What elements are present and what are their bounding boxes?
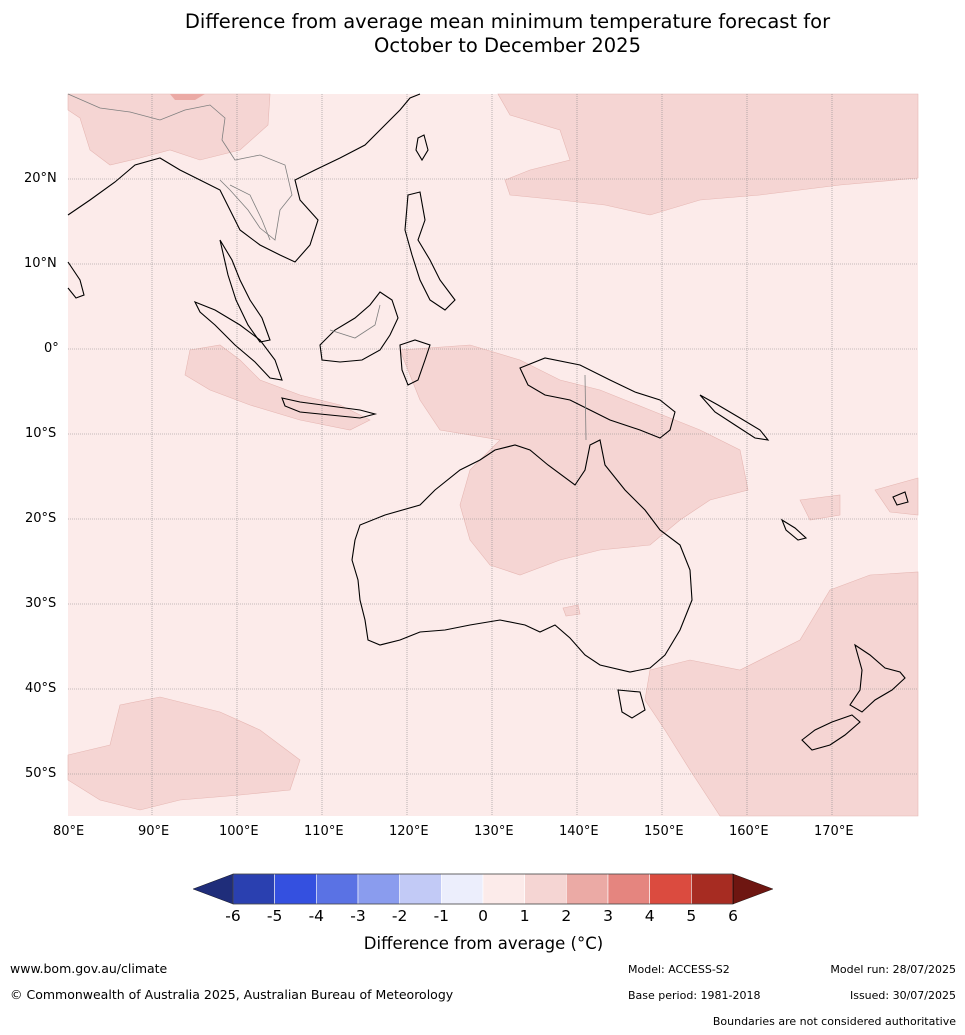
colorbar-tick-label: 4: [644, 907, 655, 925]
coast-australia: [351, 439, 693, 673]
coast-fiji: [892, 491, 909, 506]
coast-new-guinea: [519, 357, 676, 439]
colorbar-cell: [649, 873, 692, 905]
footer-website: www.bom.gov.au/climate: [10, 961, 168, 976]
lat-label-30s: 30°S: [25, 596, 57, 611]
anomaly-region-bight: [562, 604, 581, 617]
footer-model: Model: ACCESS-S2: [628, 963, 730, 976]
footer-model-run: Model run: 28/07/2025: [830, 963, 956, 976]
map-title: Difference from average mean minimum tem…: [0, 10, 965, 58]
coast-malay-peninsula: [219, 239, 271, 343]
colorbar-upper-extend: [732, 873, 774, 905]
lat-label-40s: 40°S: [25, 681, 57, 696]
coast-new-caledonia: [780, 518, 808, 541]
colorbar-tick-label: -5: [266, 907, 283, 925]
lat-label-20s: 20°S: [25, 511, 57, 526]
coast-india-tip: [67, 261, 85, 299]
coast-sulawesi: [399, 339, 431, 386]
colorbar: [192, 873, 774, 905]
coast-asia-mainland: [67, 93, 421, 263]
colorbar-tick-label: -2: [391, 907, 408, 925]
colorbar-cell: [232, 873, 275, 905]
anomaly-region-north-pacific: [497, 93, 919, 216]
colorbar-cell: [357, 873, 400, 905]
lon-label-110e: 110°E: [304, 824, 344, 839]
footer-copyright: © Commonwealth of Australia 2025, Austra…: [10, 987, 454, 1002]
colorbar-tick-label: 1: [519, 907, 530, 925]
lat-label-10s: 10°S: [25, 426, 57, 441]
anomaly-region-himalaya: [170, 94, 205, 100]
colorbar-tick-label: -3: [350, 907, 366, 925]
colorbar-lower-extend: [192, 873, 234, 905]
lat-label-0: 0°: [44, 341, 59, 356]
lon-label-120e: 120°E: [389, 824, 429, 839]
anomaly-region-southern-ocean: [67, 696, 301, 811]
coast-solomon-islands: [699, 394, 770, 441]
colorbar-cells: [232, 873, 734, 905]
anomaly-region-asia: [67, 93, 271, 166]
anomaly-region-pacific-east: [874, 477, 919, 516]
colorbar-title: Difference from average (°C): [363, 934, 604, 953]
colorbar-cell: [274, 873, 317, 905]
lat-label-10n: 10°N: [24, 256, 57, 271]
lon-label-160e: 160°E: [729, 824, 769, 839]
coast-new-zealand-south: [801, 714, 861, 751]
anomaly-regions: [67, 93, 919, 817]
map-title-line2: October to December 2025: [374, 34, 641, 57]
anomaly-region-western-pacific: [799, 494, 841, 521]
colorbar-outline: [232, 873, 734, 905]
colorbar-cell: [566, 873, 609, 905]
coast-borneo: [319, 291, 399, 363]
coast-taiwan: [415, 134, 429, 162]
lat-label-20n: 20°N: [24, 171, 57, 186]
colorbar-tick-label: 0: [478, 907, 488, 925]
anomaly-region-indian-ocean: [184, 344, 371, 431]
coast-java: [281, 397, 378, 419]
lon-label-90e: 90°E: [138, 824, 170, 839]
lon-label-100e: 100°E: [219, 824, 259, 839]
colorbar-tick-label: -6: [225, 907, 241, 925]
footer-issued: Issued: 30/07/2025: [849, 989, 956, 1002]
colorbar-tick-label: 6: [728, 907, 738, 925]
lon-label-80e: 80°E: [53, 824, 85, 839]
coast-philippines: [404, 191, 456, 311]
colorbar-cell: [441, 873, 484, 905]
lat-label-50s: 50°S: [25, 766, 57, 781]
coast-sumatra: [193, 300, 283, 381]
colorbar-tick-label: 5: [686, 907, 697, 925]
borders: [67, 93, 587, 441]
graticule: [68, 94, 918, 816]
footer-base-period: Base period: 1981-2018: [628, 989, 761, 1002]
lon-label-130e: 130°E: [474, 824, 514, 839]
lon-label-140e: 140°E: [559, 824, 599, 839]
colorbar-tick-label: -1: [433, 907, 450, 925]
colorbar-tick-label: 2: [561, 907, 572, 925]
colorbar-cell: [691, 873, 734, 905]
coast-new-zealand-north: [849, 643, 906, 713]
lon-label-150e: 150°E: [644, 824, 684, 839]
colorbar-tick-label: -4: [308, 907, 325, 925]
footer-disclaimer: Boundaries are not considered authoritat…: [712, 1015, 956, 1028]
colorbar-cell: [399, 873, 442, 905]
colorbar-cell: [316, 873, 359, 905]
colorbar-tick-label: 3: [603, 907, 613, 925]
lon-label-170e: 170°E: [814, 824, 854, 839]
colorbar-cell: [524, 873, 567, 905]
map-title-line1: Difference from average mean minimum tem…: [184, 10, 831, 33]
colorbar-cell: [607, 873, 650, 905]
anomaly-region-tasman: [644, 571, 919, 817]
colorbar-cell: [482, 873, 525, 905]
coastlines: [67, 93, 909, 751]
coast-tasmania: [617, 689, 646, 719]
